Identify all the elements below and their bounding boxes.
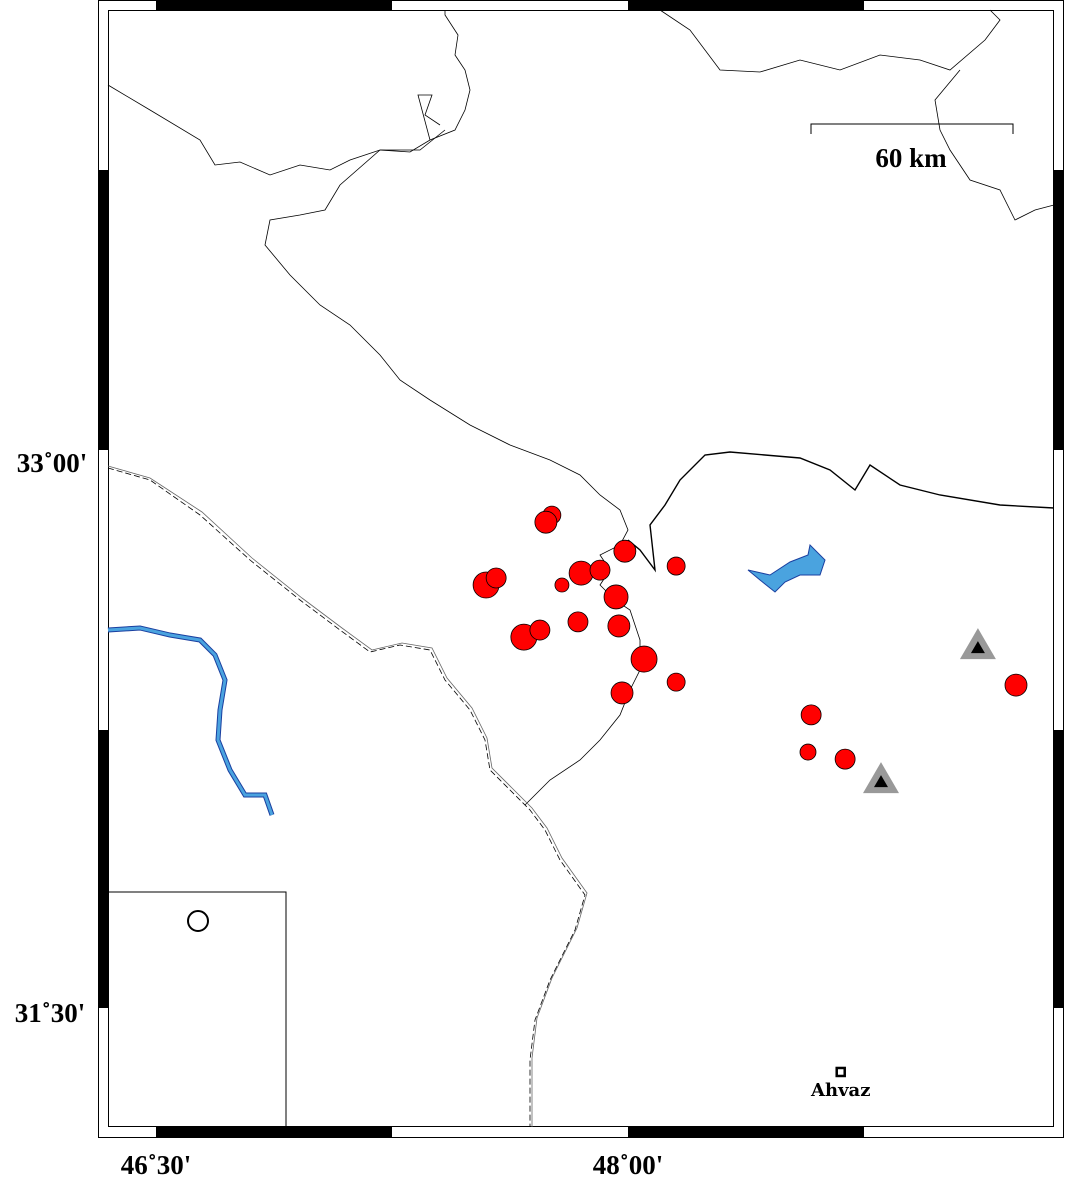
- international-border-line: [107, 465, 588, 1127]
- scale-bar-label: 60 km: [875, 143, 947, 173]
- earthquake-event-5: [529, 619, 551, 641]
- station-triangle-icon-0: [959, 628, 996, 660]
- x-tick-label-46-30: 46˚30': [121, 1150, 192, 1177]
- seismic-stations: [862, 628, 996, 794]
- earthquake-event-14: [666, 556, 686, 576]
- earthquake-event-9: [613, 539, 637, 563]
- city-square-icon: [835, 1066, 846, 1078]
- province-boundary-north: [107, 10, 471, 176]
- scale-bar: 60 km: [810, 123, 1014, 173]
- province-boundary-main: [264, 129, 641, 806]
- earthquake-event-8: [589, 559, 611, 581]
- y-tick-label-31-30: 31˚30': [15, 998, 86, 1028]
- earthquake-event-20: [1004, 673, 1028, 697]
- x-tick-label-48-00: 48˚00': [593, 1150, 664, 1177]
- earthquake-event-13: [630, 645, 658, 673]
- earthquake-event-15: [666, 672, 686, 692]
- reservoir: [747, 543, 826, 593]
- province-boundary-east: [627, 451, 1055, 573]
- inset-legend: [187, 910, 209, 932]
- earthquake-event-16: [610, 681, 634, 705]
- legend-circle-icon: [187, 910, 209, 932]
- earthquake-event-18: [799, 743, 817, 761]
- earthquake-event-12: [607, 614, 631, 638]
- province-boundary-loop: [417, 94, 441, 141]
- earthquake-event-3: [485, 567, 507, 589]
- earthquake-events: [472, 505, 1028, 770]
- earthquake-event-17: [800, 704, 822, 726]
- earthquake-event-19: [834, 748, 856, 770]
- cities: Ahvaz: [810, 1066, 870, 1101]
- river-west-fill: [107, 626, 274, 816]
- station-triangle-icon-1: [862, 762, 899, 794]
- axis-labels: 33˚00' 31˚30' 46˚30' 48˚00': [15, 448, 664, 1177]
- water-bodies: [107, 543, 826, 816]
- province-boundary-ne: [659, 9, 1001, 73]
- inset-box: [108, 891, 287, 1127]
- map-frame: [98, 0, 1064, 1138]
- earthquake-event-10: [603, 584, 629, 610]
- province-boundary-ne2: [934, 69, 1055, 221]
- earthquake-event-6: [554, 577, 570, 593]
- international-border: [107, 467, 586, 1127]
- y-tick-label-33-00: 33˚00': [17, 448, 88, 478]
- boundaries: [107, 9, 1055, 1127]
- earthquake-event-11: [567, 611, 589, 633]
- river-west: [107, 625, 275, 816]
- earthquake-event-1: [534, 510, 558, 534]
- city-label-0: Ahvaz: [810, 1080, 870, 1101]
- earthquake-event-7: [568, 560, 594, 586]
